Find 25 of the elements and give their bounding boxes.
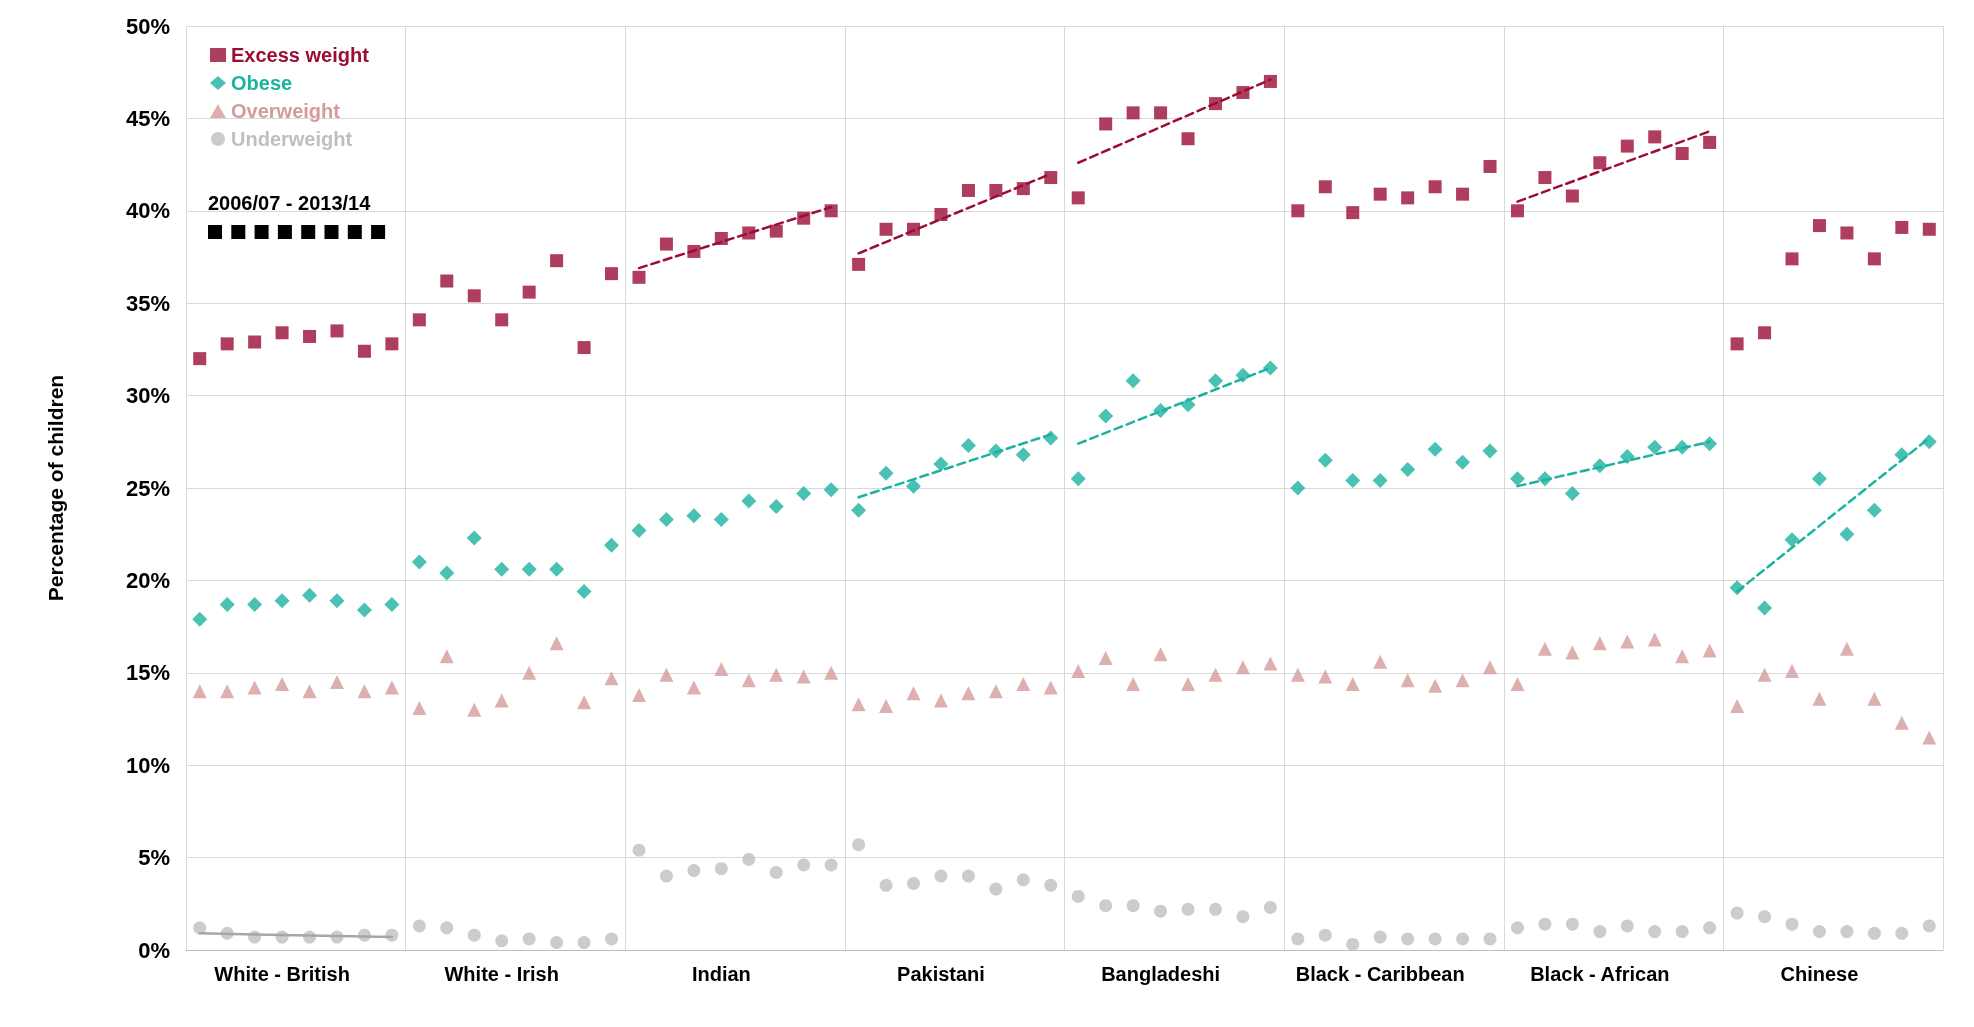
legend-label: Excess weight [231,44,370,66]
y-tick-label: 30% [125,383,170,409]
legend-label: Underweight [231,128,353,150]
y-tick-label: 50% [125,13,170,39]
x-tick-label: Indian [691,963,751,985]
y-axis-title: Percentage of children [44,374,67,602]
x-tick-label: Black - Caribbean [1295,963,1465,985]
x-tick-label: Black - African [1530,963,1670,985]
y-tick-label: 15% [125,660,170,686]
y-tick-label: 20% [125,567,170,593]
y-tick-label: 10% [125,752,170,778]
y-tick-label: 40% [125,198,170,224]
annotation: 2006/07 - 2013/14 [208,192,371,215]
legend-label: Overweight [231,100,341,122]
y-tick-label: 5% [138,845,170,871]
x-tick-label: Pakistani [897,963,985,985]
x-tick-label: Chinese [1780,963,1859,985]
legend-label: Obese [231,72,293,94]
x-tick-label: White - Irish [444,963,559,985]
y-tick-label: 35% [125,290,170,316]
y-tick-label: 0% [138,937,170,963]
y-tick-label: 45% [125,105,170,131]
x-tick-label: White - British [214,963,350,985]
y-tick-label: 25% [125,475,170,501]
x-tick-label: Bangladeshi [1101,963,1221,985]
